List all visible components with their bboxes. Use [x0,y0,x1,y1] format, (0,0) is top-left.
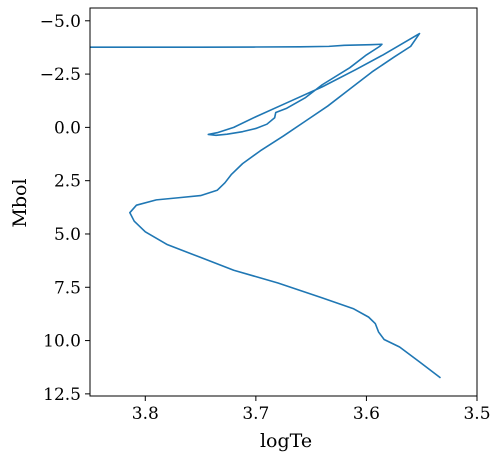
x-tick-label: 3.6 [353,404,380,424]
y-tick-label: 0.0 [54,118,81,138]
x-axis-label: logTe [260,430,312,452]
y-tick-label: 10.0 [43,332,81,352]
x-tick-label: 3.5 [463,404,490,424]
x-axis-ticks: 3.8 3.7 3.6 3.5 [132,396,491,424]
y-tick-label: 5.0 [54,225,81,245]
x-tick-label: 3.8 [132,404,159,424]
y-tick-label: 12.5 [43,385,81,405]
y-tick-label: −2.5 [40,65,81,85]
y-axis-ticks: −5.0 −2.5 0.0 2.5 5.0 7.5 10.0 12.5 [40,12,90,405]
y-tick-label: 7.5 [54,278,81,298]
axes-frame [89,7,478,397]
curve-group [90,32,441,379]
y-tick-label: −5.0 [40,12,81,32]
series-line-0 [90,32,441,379]
axes-box [89,7,478,397]
y-tick-label: 2.5 [54,172,81,192]
y-axis-label: Mbol [9,178,31,227]
x-tick-label: 3.7 [242,404,269,424]
